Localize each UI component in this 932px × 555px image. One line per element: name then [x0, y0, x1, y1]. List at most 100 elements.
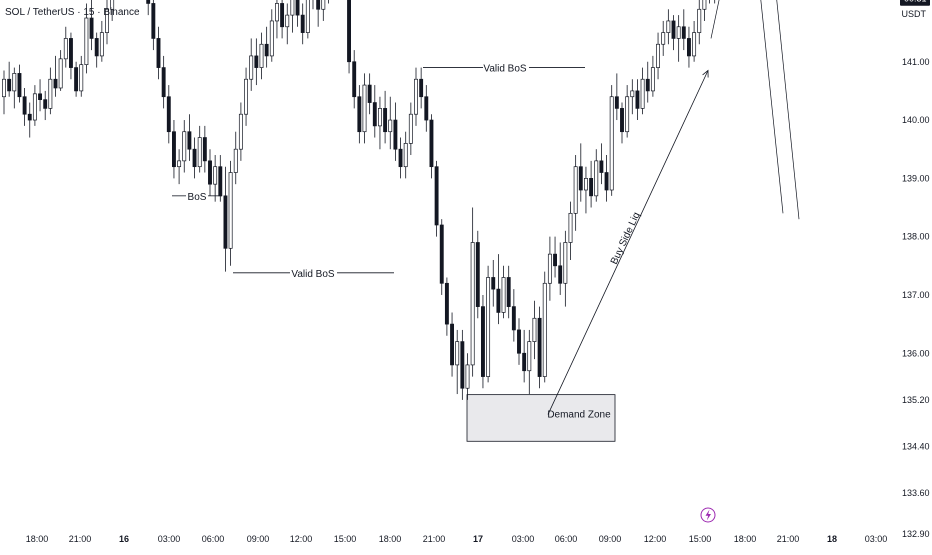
candle-body	[166, 96, 171, 133]
x-axis-tick-label: 12:00	[644, 534, 667, 544]
candle-body	[460, 341, 465, 389]
candle-body	[357, 96, 362, 133]
candle-body	[172, 131, 176, 168]
candle-body	[625, 96, 630, 133]
candle-body	[7, 78, 12, 92]
x-axis-tick-label: 16	[119, 534, 129, 544]
candle-body	[697, 8, 702, 33]
x-axis-tick-label: 15:00	[689, 534, 712, 544]
x-axis-tick-label: 12:00	[290, 534, 313, 544]
candle-body	[84, 17, 89, 66]
candle-body	[465, 364, 470, 389]
candle-body	[568, 212, 573, 243]
candle-body	[671, 20, 676, 39]
x-axis-tick-label: 18:00	[26, 534, 49, 544]
candle-body	[238, 113, 243, 150]
candle-body	[22, 96, 27, 115]
candle-body	[285, 14, 290, 28]
candle-body	[656, 43, 661, 68]
x-axis-tick-label: 03:00	[512, 534, 535, 544]
candle-body	[676, 26, 681, 39]
candle-body	[558, 265, 563, 284]
candle-body	[635, 90, 640, 109]
candle-body	[156, 38, 161, 68]
candle-body	[38, 93, 43, 100]
lightning-icon[interactable]	[700, 507, 716, 523]
candle-body	[573, 166, 578, 214]
candle-body	[372, 102, 377, 127]
candle-body	[12, 73, 17, 92]
candle-body	[506, 277, 511, 307]
candle-body	[305, 0, 310, 33]
candle-body	[383, 108, 388, 133]
candle-body	[661, 32, 666, 45]
candle-body	[89, 17, 94, 39]
currency-label[interactable]: USDT	[901, 9, 927, 19]
candle-body	[594, 160, 599, 197]
y-axis-tick-label: 132.90	[902, 529, 930, 539]
candle-body	[439, 224, 444, 284]
candle-body	[481, 306, 485, 377]
candle-body	[424, 96, 429, 121]
x-axis-tick-label: 06:00	[555, 534, 578, 544]
candle-body	[378, 108, 382, 127]
x-axis-tick-label: 21:00	[69, 534, 92, 544]
candle-body	[393, 119, 398, 150]
candle-body	[362, 84, 367, 133]
candle-body	[187, 131, 192, 150]
candle-body	[475, 242, 480, 307]
candle-body	[197, 137, 202, 168]
candle-body	[249, 55, 254, 80]
candle-body	[218, 166, 223, 197]
bos-label: BoS	[188, 192, 207, 203]
candle-body	[321, 0, 326, 10]
price-tag[interactable]	[900, 0, 930, 6]
candle-body	[264, 43, 269, 57]
candle-body	[408, 113, 413, 144]
candle-body	[450, 323, 455, 366]
demand-zone[interactable]	[466, 394, 616, 442]
valid-bos-label: Valid BoS	[483, 64, 527, 75]
candle-body	[614, 96, 619, 109]
candle-body	[527, 341, 532, 372]
projection-path[interactable]	[710, 0, 784, 214]
candle-body	[501, 277, 506, 313]
candle-body	[223, 195, 228, 249]
candle-body	[403, 143, 408, 168]
y-axis-tick-label: 137.00	[902, 290, 930, 300]
x-axis-tick-label: 17	[473, 534, 483, 544]
buy-side-liq-arrow[interactable]	[547, 70, 709, 415]
candle-body	[583, 178, 588, 191]
candle-body	[496, 288, 501, 313]
x-axis-tick-label: 18:00	[734, 534, 757, 544]
y-axis-tick-label: 136.00	[902, 348, 930, 358]
candle-body	[620, 108, 624, 133]
candle-body	[563, 242, 568, 284]
candle-body	[347, 0, 352, 63]
candle-body	[58, 58, 63, 89]
candle-body	[94, 38, 99, 57]
candle-body	[17, 73, 22, 98]
candle-body	[259, 43, 264, 68]
projection-path[interactable]	[763, 0, 800, 220]
y-axis-tick-label: 134.40	[902, 442, 930, 452]
candle-body	[213, 166, 218, 185]
candle-body	[640, 78, 645, 109]
candle-body	[470, 242, 475, 366]
candle-body	[110, 0, 115, 10]
candle-body	[609, 96, 614, 191]
candle-body	[352, 61, 357, 98]
candle-body	[414, 78, 418, 115]
candle-body	[681, 26, 686, 39]
candle-body	[63, 38, 68, 60]
symbol-title[interactable]: SOL / TetherUS · 15 · Binance	[5, 7, 140, 18]
candle-body	[367, 84, 372, 103]
candle-body	[455, 341, 460, 366]
x-axis-tick-label: 03:00	[158, 534, 181, 544]
candle-body	[43, 99, 48, 109]
candle-body	[434, 166, 439, 226]
y-axis-tick-label: 140.00	[902, 115, 930, 125]
y-axis-tick-label: 139.00	[902, 173, 930, 183]
candle-body	[68, 38, 73, 68]
candle-body	[269, 20, 274, 57]
